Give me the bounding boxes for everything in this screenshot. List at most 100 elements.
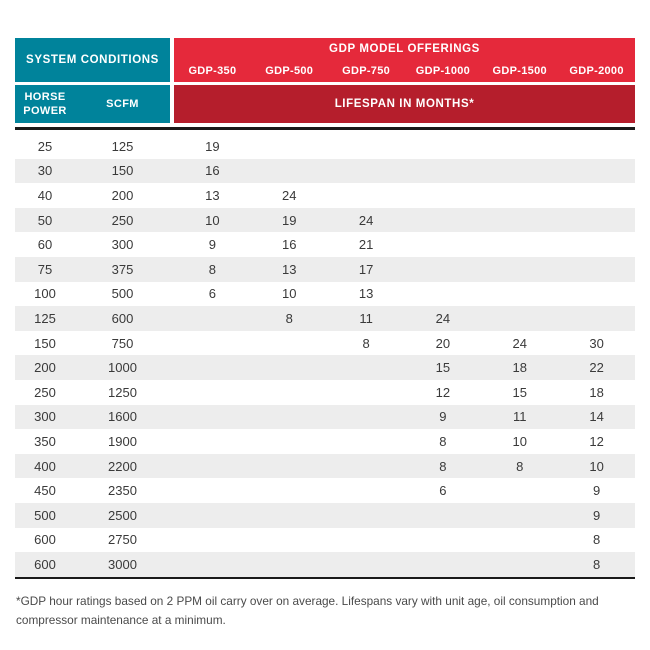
gdp-model-offerings-block: GDP MODEL OFFERINGS GDP-350 GDP-500 GDP-75… — [174, 38, 635, 82]
lifespan-cell: 16 — [205, 163, 220, 179]
scfm-cell: 1250 — [108, 384, 137, 400]
lifespan-cell: 24 — [358, 212, 374, 228]
lifespan-cell: 24 — [435, 310, 451, 326]
table-footnote: *GDP hour ratings based on 2 PPM oil car… — [16, 593, 599, 627]
table-row: 400 2200 8 8 10 — [15, 453, 635, 479]
lifespan-cell: 8 — [592, 532, 601, 548]
lifespan-cell: 11 — [359, 310, 373, 326]
hp-cell: 250 — [34, 384, 56, 400]
lifespan-cell: 13 — [358, 286, 374, 302]
scfm-column-header: SCFM — [75, 85, 170, 123]
table-row: 300 1600 9 11 14 — [15, 404, 635, 430]
scfm-cell: 2500 — [108, 507, 137, 523]
lifespan-cell: 18 — [589, 384, 604, 400]
lifespan-cell: 10 — [205, 212, 220, 228]
scfm-cell: 150 — [111, 163, 134, 179]
lifespan-cell: 21 — [358, 237, 374, 253]
table-row: 600 2750 8 — [15, 527, 635, 553]
hp-cell: 40 — [37, 187, 53, 203]
lifespan-cell: 9 — [592, 507, 601, 523]
table-body: 25 125 19 30 150 16 40 200 13 24 50 250 10 19 24 60 300 9… — [15, 134, 635, 577]
lifespan-cell: 22 — [589, 360, 604, 376]
scfm-cell: 250 — [111, 212, 134, 228]
horse-power-column-header: HORSE POWER — [15, 85, 75, 123]
table-row: 75 375 8 13 17 — [15, 256, 635, 282]
scfm-cell: 3000 — [108, 556, 137, 572]
scfm-cell: 2750 — [108, 532, 137, 548]
table-row: 250 1250 12 15 18 — [15, 379, 635, 405]
model-columns-row: GDP-350 GDP-500 GDP-750 GDP-1000 GDP-1500 GDP… — [174, 60, 635, 82]
lifespan-cell: 14 — [589, 409, 604, 425]
table-row: 30 150 16 — [15, 158, 635, 184]
lifespan-cell: 13 — [282, 261, 297, 277]
hp-cell: 100 — [34, 286, 56, 302]
lifespan-cell: 6 — [208, 286, 217, 302]
table-header-top: SYSTEM CONDITIONS GDP MODEL OFFERINGS GD… — [15, 38, 635, 82]
lifespan-cell: 9 — [592, 483, 601, 499]
lifespan-cell: 24 — [512, 335, 527, 351]
scfm-cell: 375 — [111, 261, 134, 277]
hp-cell: 125 — [34, 310, 56, 326]
model-column-header: GDP-350 — [188, 65, 237, 77]
scfm-cell: 1900 — [108, 433, 137, 449]
hp-cell: 150 — [34, 335, 56, 351]
scfm-cell: 750 — [111, 335, 134, 351]
hp-cell: 50 — [37, 212, 53, 228]
table-row: 25 125 19 — [15, 134, 635, 159]
table-row: 125 600 8 11 24 — [15, 306, 635, 331]
scfm-cell: 1600 — [108, 409, 137, 425]
scfm-cell: 600 — [111, 310, 134, 326]
gdp-model-offerings-title: GDP MODEL OFFERINGS — [329, 43, 480, 55]
header-divider-rule — [15, 127, 635, 130]
lifespan-cell: 10 — [589, 458, 604, 474]
scfm-cell: 1000 — [108, 360, 137, 376]
table-row: 50 250 10 19 24 — [15, 207, 635, 233]
lifespan-cell: 12 — [589, 433, 604, 449]
lifespan-cell: 8 — [362, 335, 370, 351]
scfm-cell: 2350 — [108, 483, 137, 499]
table-row: 60 300 9 16 21 — [15, 232, 635, 257]
model-column-header: GDP-1500 — [492, 65, 547, 77]
hp-cell: 300 — [34, 409, 56, 425]
lifespan-cell: 15 — [435, 360, 451, 376]
lifespan-cell: 13 — [205, 187, 220, 203]
lifespan-cell: 6 — [439, 483, 447, 499]
table-row: 40 200 13 24 — [15, 183, 635, 208]
hp-cell: 400 — [34, 458, 56, 474]
lifespan-cell: 9 — [208, 237, 217, 253]
lifespan-cell: 19 — [205, 138, 220, 154]
hp-cell: 600 — [34, 556, 56, 572]
table-row: 200 1000 15 18 22 — [15, 355, 635, 380]
lifespan-cell: 8 — [439, 433, 447, 449]
hp-cell: 75 — [37, 261, 53, 277]
lifespan-cell: 15 — [512, 384, 527, 400]
lifespan-cell: 16 — [282, 237, 297, 253]
lifespan-cell: 17 — [358, 261, 374, 277]
scfm-cell: 2200 — [108, 458, 137, 474]
table-row: 500 2500 9 — [15, 502, 635, 528]
scfm-cell: 300 — [111, 237, 134, 253]
lifespan-cell: 30 — [589, 335, 604, 351]
model-column-header: GDP-2000 — [569, 65, 624, 77]
lifespan-cell: 8 — [285, 310, 293, 326]
table-row: 600 3000 8 — [15, 552, 635, 577]
table-row: 350 1900 8 10 12 — [15, 429, 635, 454]
system-conditions-header: SYSTEM CONDITIONS — [15, 38, 170, 82]
hp-cell: 200 — [34, 360, 56, 376]
scfm-cell: 200 — [111, 187, 134, 203]
lifespan-cell: 8 — [439, 458, 447, 474]
lifespan-in-months-header: LIFESPAN IN MONTHS* — [174, 85, 635, 123]
lifespan-cell: 8 — [516, 458, 524, 474]
lifespan-cell: 19 — [282, 212, 297, 228]
lifespan-cell: 24 — [282, 187, 297, 203]
table-row: 450 2350 6 9 — [15, 478, 635, 503]
lifespan-cell: 8 — [592, 556, 601, 572]
lifespan-cell: 9 — [439, 409, 447, 425]
scfm-cell: 500 — [111, 286, 134, 302]
lifespan-cell: 18 — [512, 360, 527, 376]
hp-cell: 500 — [34, 507, 56, 523]
lifespan-cell: 11 — [512, 409, 527, 425]
hp-cell: 25 — [37, 138, 53, 154]
lifespan-cell: 20 — [435, 335, 451, 351]
lifespan-cell: 10 — [512, 433, 527, 449]
